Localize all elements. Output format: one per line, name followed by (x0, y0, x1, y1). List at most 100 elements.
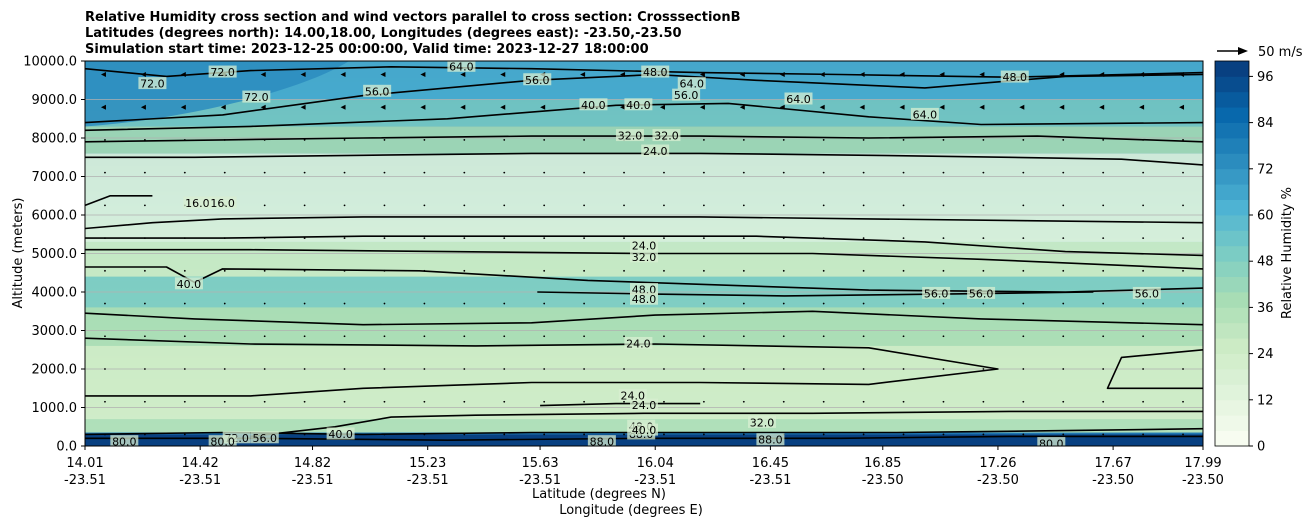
colorbar-level (1215, 430, 1249, 447)
contour-label: 40.0 (581, 99, 606, 112)
wind-vector (460, 71, 466, 77)
wind-vector (1062, 302, 1065, 305)
wind-vector (143, 433, 146, 436)
wind-vector (1142, 139, 1145, 141)
wind-vector (104, 204, 106, 207)
contour-label-bg (630, 423, 658, 436)
contour-label: 72.0 (244, 91, 269, 104)
wind-vector (1022, 204, 1025, 207)
contour-label-bg (183, 196, 212, 209)
x-tick-label-lon: -23.50 (977, 473, 1019, 488)
wind-vector (819, 104, 825, 110)
wind-vector (902, 269, 905, 272)
wind-vector (1022, 139, 1025, 141)
wind-vector (583, 302, 586, 305)
wind-vector (463, 400, 466, 403)
wind-vector (1062, 433, 1065, 436)
contour-label: 64.0 (680, 78, 705, 91)
wind-vector (862, 400, 865, 403)
contour-label-bg (615, 129, 644, 142)
colorbar-level (1215, 230, 1249, 247)
x-tick-label-lon: -23.50 (1092, 473, 1134, 488)
wind-vector (263, 139, 266, 141)
wind-vector (623, 400, 625, 403)
wind-vector (902, 139, 905, 141)
wind-vector (140, 104, 146, 110)
colorbar-tick-label: 60 (1257, 209, 1274, 224)
x-tick-label-lon: -23.51 (64, 473, 106, 488)
wind-vector (383, 204, 386, 207)
colorbar-level (1215, 292, 1249, 308)
x-tick-label-lat: 16.85 (864, 456, 901, 471)
wind-vector (223, 368, 226, 370)
wind-vector (463, 433, 466, 436)
contour-label: 64.0 (786, 93, 811, 106)
wind-vector (822, 237, 825, 240)
contour-label-bg (630, 283, 658, 296)
colorbar-level (1215, 168, 1249, 185)
wind-vector (104, 237, 106, 240)
wind-vector (1182, 269, 1184, 272)
wind-vector (583, 171, 586, 174)
contour-label-bg (587, 435, 616, 446)
x-tick-label-lon: -23.50 (862, 473, 904, 488)
wind-vector (1022, 237, 1025, 240)
wind-vector (303, 400, 306, 403)
colorbar-level (1215, 61, 1249, 77)
wind-vector (463, 269, 466, 272)
contour-label-bg (208, 65, 237, 78)
contour-label-bg (242, 90, 271, 103)
wind-vector (580, 71, 586, 77)
wind-vector (583, 237, 586, 240)
wind-vector (1182, 237, 1184, 240)
wind-vector (383, 139, 386, 141)
wind-vector (702, 335, 705, 338)
wind-vector (423, 433, 426, 436)
wind-vector (423, 171, 426, 174)
wind-vector (939, 71, 945, 77)
wind-vector (503, 237, 506, 240)
x-tick-label-lat: 17.26 (979, 456, 1016, 471)
contour-label: 32.0 (654, 130, 679, 143)
wind-vector (104, 302, 106, 305)
contour-label: 16.0 (210, 197, 235, 210)
quiver-key-arrowhead (1238, 47, 1248, 55)
wind-vector (782, 139, 785, 141)
contour-label-bg (110, 435, 139, 446)
colorbar-tick-label: 36 (1257, 301, 1274, 316)
wind-vector (859, 71, 865, 77)
colorbar-tick-label: 96 (1257, 70, 1274, 85)
wind-vector (742, 368, 745, 370)
contour-label: 32.0 (750, 416, 775, 429)
contour-label: 56.0 (365, 85, 390, 98)
wind-vector (543, 368, 546, 370)
wind-vector (702, 171, 705, 174)
x-tick-label-lat: 16.45 (752, 456, 789, 471)
wind-vector (104, 400, 106, 403)
wind-vector (543, 204, 546, 207)
wind-vector (1102, 368, 1105, 370)
contour-label-bg (1132, 286, 1161, 299)
wind-vector (942, 368, 945, 370)
wind-vector (183, 171, 186, 174)
contour-label: 48.0 (632, 293, 657, 306)
wind-vector (143, 171, 146, 174)
y-tick-label: 1000.0 (32, 401, 78, 416)
x-tick-label-lon: -23.51 (749, 473, 791, 488)
wind-vector (183, 368, 186, 370)
wind-vector (779, 104, 785, 110)
wind-vector (939, 104, 945, 110)
colorbar-level (1215, 107, 1249, 123)
wind-vector (143, 237, 146, 240)
wind-vector (1102, 335, 1105, 338)
wind-vector (303, 335, 306, 338)
wind-vector (782, 400, 785, 403)
wind-vector (543, 335, 546, 338)
contour-line (85, 102, 1203, 132)
wind-vector (1022, 368, 1025, 370)
colorbar-level (1215, 384, 1249, 401)
wind-vector (902, 368, 905, 370)
wind-vector (862, 171, 865, 174)
wind-vector (503, 368, 506, 370)
wind-vector (503, 400, 506, 403)
